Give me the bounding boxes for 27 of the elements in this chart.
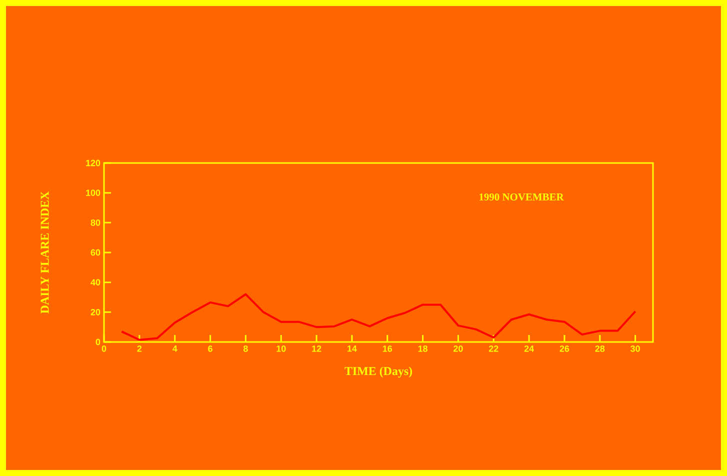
x-tick-label: 24 [524,346,534,352]
x-tick-label: 18 [418,346,428,352]
x-tick-label: 8 [243,346,248,352]
x-tick-label: 20 [454,346,463,352]
x-tick-label: 26 [560,346,570,352]
text: 1990 NOVEMBER [480,193,564,201]
y-tick-label: 40 [90,279,100,286]
y-tick-label: 80 [90,219,100,226]
x-axis-title: TIME (Days) [344,366,412,378]
y-tick-label: 60 [90,249,100,256]
x-tick-label: 0 [102,346,106,352]
y-tick-label: 20 [90,308,100,316]
x-tick-label: 14 [348,346,357,352]
x-tick-label: 16 [382,346,392,352]
y-tick-label: 0 [96,338,100,346]
x-tick-label: 30 [630,346,640,352]
x-tick-label: 6 [208,346,212,352]
line-series [120,293,636,341]
x-tick-label: 2 [137,346,142,352]
y-axis-title: DAILY FLARE INDEX [40,191,49,314]
x-tick-label: 10 [276,346,286,352]
x-tick-label: 28 [595,346,605,352]
y-tick-label: 120 [86,160,100,166]
x-tick-label: 22 [488,346,498,352]
x-tick-label: 4 [172,346,178,352]
x-tick-label: 12 [312,346,322,352]
y-tick-label: 100 [86,190,100,196]
